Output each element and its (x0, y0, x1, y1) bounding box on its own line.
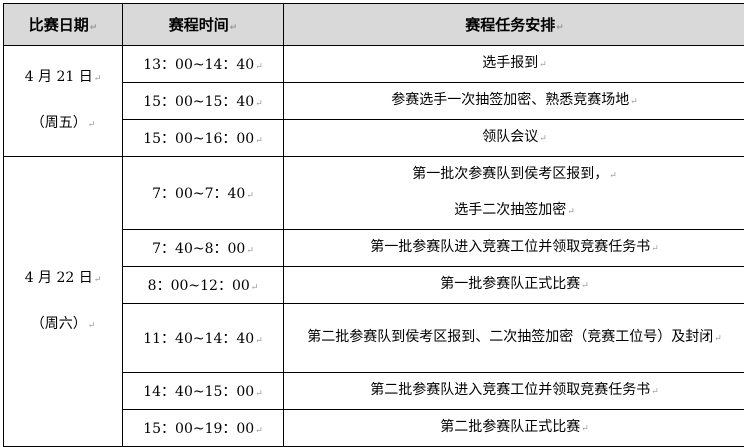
task-text: 第二批参赛队进入竞赛工位并领取竞赛任务书 (370, 382, 659, 398)
table-row: 4 月 22 日 （周六） 7：00~7：40 第一批次参赛队到侯考区报到， 选… (4, 157, 744, 230)
header-date: 比赛日期 (4, 4, 123, 46)
task-text: 第一批参赛队进入竞赛工位并领取竞赛任务书 (370, 239, 659, 255)
time-cell: 11：40~14：40 (123, 304, 284, 373)
header-row: 比赛日期 赛程时间 赛程任务安排 (4, 4, 744, 46)
task-text: 第一批次参赛队到侯考区报到， (292, 157, 737, 193)
time-cell: 14：40~15：00 (123, 373, 284, 410)
task-text-line2: 选手二次抽签加密 (292, 193, 737, 229)
task-cell: 参赛选手一次抽签加密、熟悉竞赛场地 (284, 83, 744, 120)
time-cell: 15：00~16：00 (123, 120, 284, 157)
task-cell: 第二批参赛队到侯考区报到、二次抽签加密（竞赛工位号）及封闭 (284, 304, 744, 373)
header-time: 赛程时间 (123, 4, 284, 46)
time-text: 13：00~14：40 (143, 57, 263, 73)
date-text: 4 月 22 日 (4, 256, 122, 302)
header-label: 比赛日期 (29, 16, 98, 34)
header-task: 赛程任务安排 (284, 4, 744, 46)
time-cell: 7：40~8：00 (123, 230, 284, 267)
time-text: 7：40~8：00 (152, 241, 254, 257)
time-cell: 15：00~15：40 (123, 83, 284, 120)
task-cell: 选手报到 (284, 46, 744, 83)
time-text: 15：00~15：40 (143, 94, 263, 110)
task-cell: 第二批参赛队正式比赛 (284, 410, 744, 447)
header-label: 赛程任务安排 (465, 16, 564, 34)
header-label: 赛程时间 (169, 16, 238, 34)
date-text: 4 月 21 日 (4, 55, 122, 101)
time-cell: 13：00~14：40 (123, 46, 284, 83)
task-text: 选手报到 (482, 55, 547, 71)
task-text: 第二批参赛队到侯考区报到、二次抽签加密（竞赛工位号）及封闭 (307, 329, 722, 345)
task-cell: 第一批次参赛队到侯考区报到， 选手二次抽签加密 (284, 157, 744, 230)
weekday-text: （周六） (4, 302, 122, 348)
weekday-text: （周五） (4, 101, 122, 147)
time-cell: 8：00~12：00 (123, 267, 284, 304)
table-row: 4 月 21 日 （周五） 13：00~14：40 选手报到 (4, 46, 744, 83)
task-cell: 第一批参赛队进入竞赛工位并领取竞赛任务书 (284, 230, 744, 267)
time-text: 14：40~15：00 (143, 384, 263, 400)
task-text: 第一批参赛队正式比赛 (440, 276, 589, 292)
time-text: 15：00~19：00 (143, 421, 263, 437)
date-cell: 4 月 22 日 （周六） (4, 157, 123, 447)
task-cell: 第一批参赛队正式比赛 (284, 267, 744, 304)
time-text: 15：00~16：00 (143, 131, 263, 147)
time-cell: 15：00~19：00 (123, 410, 284, 447)
task-text: 参赛选手一次抽签加密、熟悉竞赛场地 (391, 92, 638, 108)
time-cell: 7：00~7：40 (123, 157, 284, 230)
time-text: 8：00~12：00 (148, 278, 259, 294)
task-text: 领队会议 (482, 129, 547, 145)
time-text: 11：40~14：40 (143, 331, 263, 347)
task-cell: 第二批参赛队进入竞赛工位并领取竞赛任务书 (284, 373, 744, 410)
schedule-table: 比赛日期 赛程时间 赛程任务安排 4 月 21 日 （周五） 13：00~14：… (3, 3, 744, 447)
task-text: 第二批参赛队正式比赛 (440, 419, 589, 435)
time-text: 7：00~7：40 (152, 186, 254, 202)
date-cell: 4 月 21 日 （周五） (4, 46, 123, 157)
task-cell: 领队会议 (284, 120, 744, 157)
